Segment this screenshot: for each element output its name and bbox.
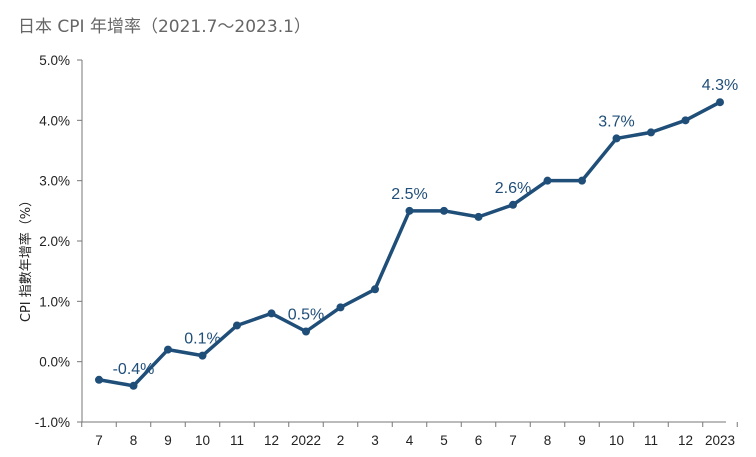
data-point bbox=[95, 375, 103, 384]
x-tick-label: 10 bbox=[195, 433, 210, 448]
data-point bbox=[474, 212, 483, 221]
data-point bbox=[612, 134, 621, 143]
x-tick-label: 5 bbox=[440, 433, 448, 448]
y-axis-title: CPI 指數年增率（%） bbox=[18, 194, 34, 322]
chart-title: 日本 CPI 年增率（2021.7～2023.1） bbox=[18, 17, 311, 37]
x-tick-label: 2 bbox=[337, 433, 345, 448]
x-tick-label: 8 bbox=[544, 433, 552, 448]
data-point bbox=[440, 206, 448, 215]
data-point bbox=[129, 381, 138, 390]
data-label: 2.6% bbox=[495, 180, 531, 197]
y-axis-ticks: -1.0% 0.0% 1.0% 2.0% 3.0% 4.0% 5.0% bbox=[35, 53, 82, 430]
data-label: 3.7% bbox=[598, 113, 634, 130]
data-point bbox=[578, 176, 586, 185]
data-point bbox=[681, 116, 690, 125]
x-tick-label: 8 bbox=[130, 433, 138, 448]
y-tick-label: 3.0% bbox=[39, 174, 70, 189]
data-point bbox=[716, 98, 724, 107]
data-label: 4.3% bbox=[702, 77, 738, 94]
data-point bbox=[543, 176, 552, 185]
y-tick-label: 1.0% bbox=[39, 294, 70, 309]
x-axis-ticks: 7 8 9 10 11 12 2022 2 3 4 5 6 7 8 9 10 11 12 2023 bbox=[81, 422, 738, 448]
data-point bbox=[371, 285, 379, 294]
x-tick-label: 12 bbox=[678, 433, 693, 448]
data-point bbox=[267, 309, 276, 318]
x-tick-label: 11 bbox=[644, 433, 658, 448]
x-tick-label: 4 bbox=[406, 433, 414, 448]
data-label: 2.5% bbox=[391, 186, 427, 203]
data-label: -0.4% bbox=[113, 361, 155, 378]
x-tick-label: 12 bbox=[264, 433, 279, 448]
data-point bbox=[164, 345, 172, 354]
y-tick-label: 4.0% bbox=[39, 113, 70, 128]
x-tick-label: 7 bbox=[95, 433, 103, 448]
x-tick-label: 2022 bbox=[291, 433, 321, 448]
y-tick-label: 0.0% bbox=[39, 355, 70, 370]
data-point bbox=[509, 200, 517, 209]
x-tick-label: 10 bbox=[609, 433, 624, 448]
x-tick-label: 11 bbox=[230, 433, 244, 448]
x-tick-label: 6 bbox=[475, 433, 483, 448]
data-label: 0.5% bbox=[288, 307, 324, 324]
x-tick-label: 3 bbox=[371, 433, 379, 448]
x-tick-label: 9 bbox=[164, 433, 172, 448]
data-point bbox=[233, 321, 241, 330]
series-group bbox=[95, 98, 724, 390]
x-tick-label: 9 bbox=[578, 433, 586, 448]
y-tick-label: 5.0% bbox=[39, 53, 70, 68]
y-tick-label: 2.0% bbox=[39, 234, 70, 249]
data-point bbox=[336, 303, 345, 312]
data-label: 0.1% bbox=[184, 331, 220, 348]
x-tick-label: 2023 bbox=[705, 433, 735, 448]
data-labels: -0.4% 0.1% 0.5% 2.5% 2.6% 3.7% 4.3% bbox=[113, 77, 739, 378]
data-point bbox=[198, 351, 207, 360]
data-point bbox=[647, 128, 655, 137]
data-point bbox=[302, 327, 310, 336]
data-point bbox=[405, 206, 414, 215]
x-tick-label: 7 bbox=[509, 433, 517, 448]
y-tick-label: -1.0% bbox=[35, 415, 70, 430]
